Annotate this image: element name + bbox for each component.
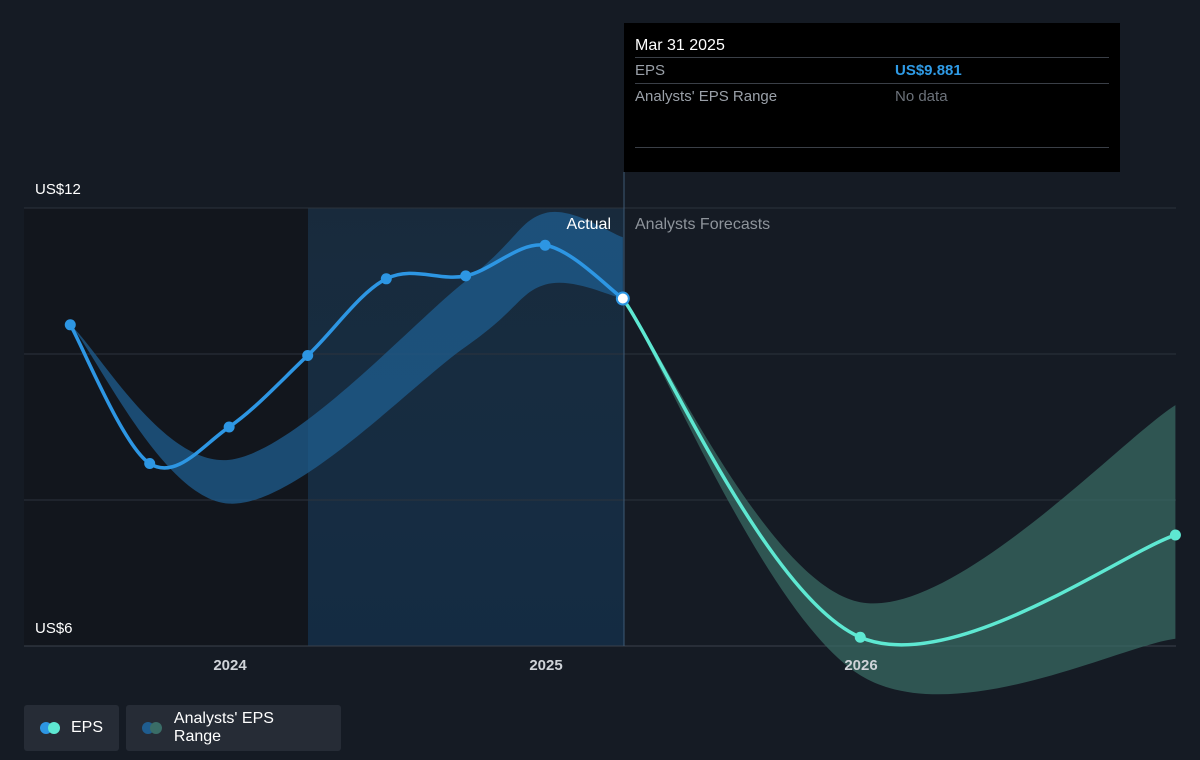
eps-point-2024-09-30[interactable]	[460, 270, 472, 282]
tooltip-divider	[635, 147, 1109, 148]
y-axis-bottom-label: US$6	[35, 620, 73, 637]
eps-legend-icon	[40, 722, 61, 734]
x-tick-2024: 2024	[213, 657, 247, 674]
tooltip-eps-row: EPS US$9.881	[635, 57, 1109, 83]
legend-eps-label: EPS	[70, 719, 103, 736]
tooltip-date: Mar 31 2025	[635, 37, 725, 54]
tooltip-range-value: No data	[895, 88, 948, 105]
x-tick-2026: 2026	[844, 657, 878, 674]
y-axis-top-label: US$12	[35, 181, 81, 198]
range-band-actual	[70, 211, 623, 504]
range-bands	[70, 211, 1176, 695]
range-band-forecast	[622, 298, 1176, 695]
eps-point-2023-06-30[interactable]	[64, 319, 76, 331]
eps-forecast-point-2026-12-31[interactable]	[1169, 529, 1181, 541]
eps-point-2023-12-31[interactable]	[223, 421, 235, 433]
past-shade	[24, 208, 308, 646]
tooltip-eps-label: EPS	[635, 62, 666, 79]
eps-points	[64, 239, 1181, 643]
legend-range-label: Analysts' EPS Range	[173, 710, 274, 745]
tooltip-range-row: Analysts' EPS Range No data	[635, 83, 1109, 109]
legend-eps[interactable]: EPS	[24, 705, 119, 751]
eps-forecast-point-2025-12-31[interactable]	[854, 631, 866, 643]
tooltip-range-label: Analysts' EPS Range	[635, 88, 778, 105]
eps-chart	[24, 172, 1181, 695]
x-tick-2025: 2025	[529, 657, 563, 674]
eps-point-2024-06-30[interactable]	[380, 273, 392, 285]
tooltip-eps-value: US$9.881	[895, 62, 962, 79]
tooltip: Mar 31 2025 EPS US$9.881 Analysts' EPS R…	[624, 23, 1120, 172]
legend-range[interactable]: Analysts' EPS Range	[126, 705, 341, 751]
actual-label: Actual	[566, 216, 611, 233]
eps-point-2023-09-30[interactable]	[144, 458, 156, 469]
eps-point-highlight[interactable]	[615, 291, 630, 306]
eps-dot-forecast	[48, 722, 60, 734]
eps-point-2024-12-31[interactable]	[539, 239, 551, 251]
range-dot-forecast	[150, 722, 162, 734]
range-legend-icon	[142, 722, 164, 734]
eps-point-2024-03-31[interactable]	[302, 349, 314, 361]
forecast-label: Analysts Forecasts	[635, 216, 771, 233]
